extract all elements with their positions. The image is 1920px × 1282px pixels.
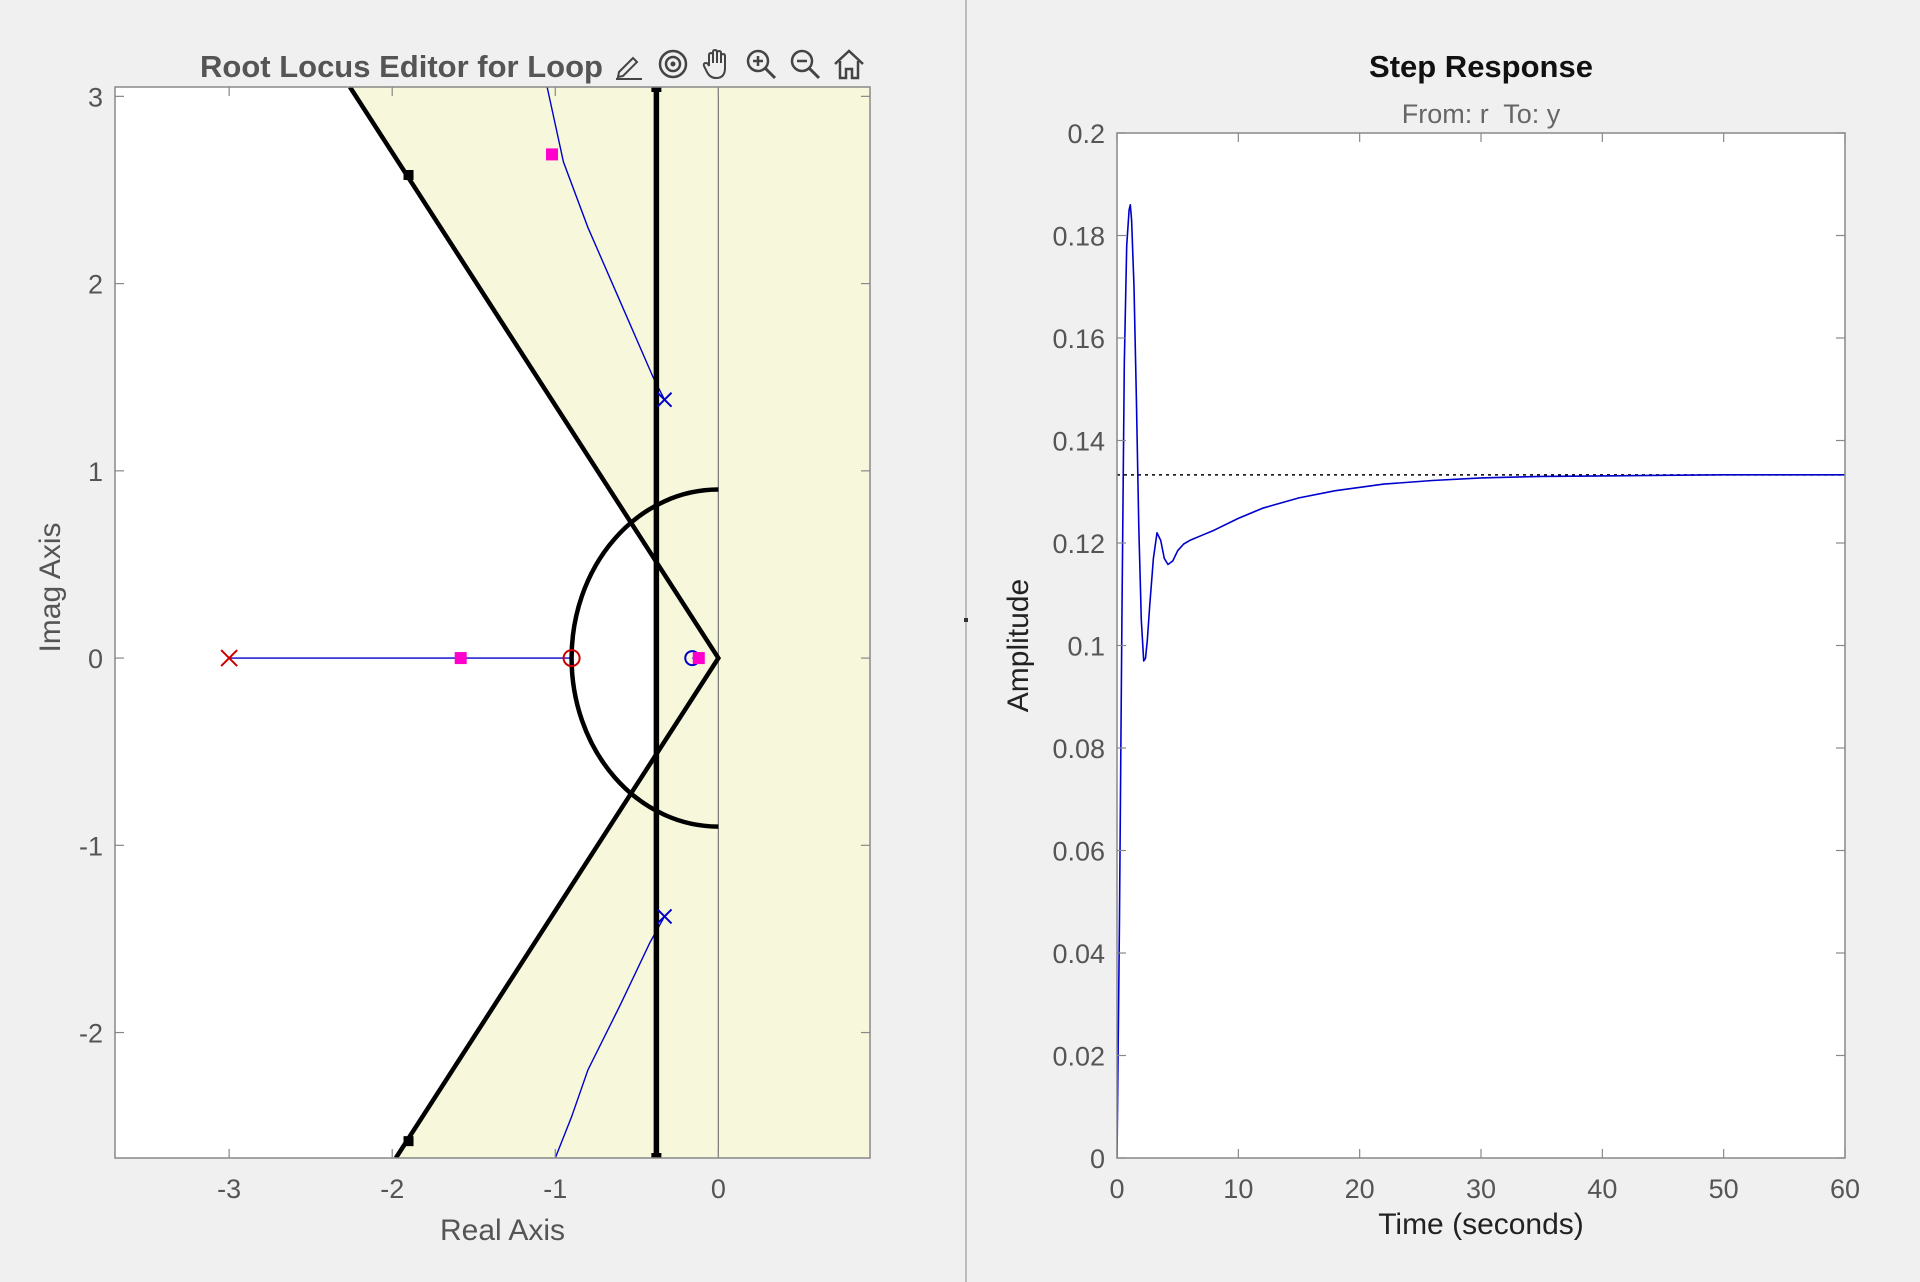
open-loop-zero [562,649,581,668]
axes-frame [114,86,871,1159]
root-locus-title: Root Locus Editor for Loop [200,49,603,84]
zoom-out-icon [790,49,821,80]
damping-ray-constraint [348,87,722,1158]
y-tick-label: -2 [79,1019,103,1049]
zoom-in-icon [746,49,777,80]
x-tick-label: -3 [217,1174,241,1204]
divider-handle[interactable] [964,618,968,622]
locus-branch-lower [554,916,666,1158]
y-axis-label: Imag Axis [34,522,67,652]
x-tick-label: -2 [380,1174,404,1204]
closed-loop-pole [546,148,559,161]
step-response-title: Step Response [1369,49,1593,84]
settling-region [656,87,870,1158]
x-tick-label: 0 [1109,1174,1124,1204]
x-tick-label: 50 [1709,1174,1739,1204]
step-response-line [1117,204,1845,1158]
x-tick-label: 30 [1466,1174,1496,1204]
y-tick-label: 0.14 [1052,427,1105,457]
constraint-handle [651,1153,662,1158]
y-axis-label: Amplitude [1002,579,1035,712]
pan-button[interactable] [696,44,738,84]
natural-frequency-constraint [569,487,719,829]
constraint-handle [403,170,414,181]
panel-divider[interactable] [965,0,967,1282]
pan-hand-icon [702,48,726,80]
closed-loop-pole [692,652,705,665]
x-tick-label: 20 [1345,1174,1375,1204]
y-tick-label: 0.08 [1052,734,1105,764]
target-button[interactable] [652,44,694,84]
x-tick-label: 10 [1223,1174,1253,1204]
zoom-in-button[interactable] [740,44,782,84]
plot-area [1117,133,1845,1158]
y-tick-label: 1 [88,457,103,487]
home-button[interactable] [828,44,870,84]
x-axis-label: Time (seconds) [1378,1208,1584,1241]
y-tick-label: 0.06 [1052,837,1105,867]
y-tick-label: 0.16 [1052,324,1105,354]
x-tick-label: 40 [1587,1174,1617,1204]
step-response-chart[interactable]: 0 10 20 30 40 50 60 0 0.02 0.04 0.06 0.08 0.1 0.12 0.1… [967,0,1920,1282]
y-tick-label: 0.12 [1052,529,1105,559]
compensator-pole [656,908,673,925]
step-response-subtitle: From: r To: y [1402,99,1561,129]
y-tick-label: 0.04 [1052,939,1105,969]
home-icon [834,49,864,80]
y-tick-label: 0 [1090,1144,1105,1174]
y-tick-label: 3 [88,82,103,112]
open-loop-pole [220,649,238,667]
y-tick-label: 0 [88,644,103,674]
x-axis-label: Real Axis [440,1214,565,1247]
constraint-handle [403,1136,414,1147]
x-tick-label: -1 [543,1174,567,1204]
y-tick-label: 0.18 [1052,222,1105,252]
edit-pen-button[interactable] [608,44,650,84]
constraint-handle [651,87,662,92]
y-tick-label: -1 [79,831,103,861]
y-tick-label: 2 [88,270,103,300]
x-tick-label: 0 [711,1174,726,1204]
y-tick-label: 0.2 [1067,119,1105,149]
edit-pen-icon [616,56,642,80]
axes-toolbar [608,44,870,84]
compensator-pole [656,391,673,408]
zoom-out-button[interactable] [784,44,826,84]
y-tick-label: 0.02 [1052,1042,1105,1072]
target-icon [658,49,688,79]
x-tick-label: 60 [1830,1174,1860,1204]
root-locus-chart[interactable]: -3 -2 -1 0 -2 -1 0 1 2 3 Real Axis Imag Axis Root Lo… [0,0,965,1282]
y-tick-label: 0.1 [1067,632,1105,662]
closed-loop-pole [454,652,467,665]
